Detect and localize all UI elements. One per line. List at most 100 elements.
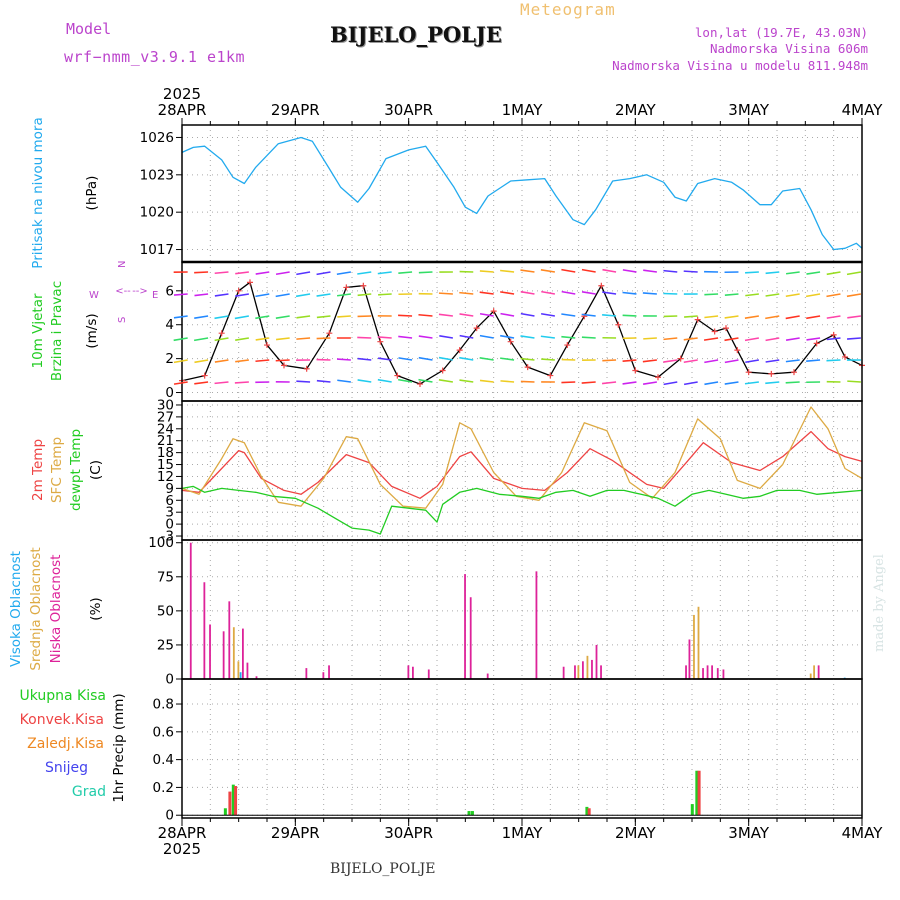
clouds-ytick-label: 25 bbox=[157, 637, 174, 653]
temperature-ytick-label: 27 bbox=[157, 409, 174, 425]
precip-legend-item: Ukupna Kisa bbox=[19, 688, 106, 704]
clouds-bar bbox=[255, 676, 258, 679]
wind-arrow bbox=[214, 315, 229, 320]
wind-speed-marker bbox=[615, 321, 622, 328]
wind-arrow bbox=[479, 334, 494, 339]
wind-speed-marker bbox=[303, 365, 310, 372]
wind-speed-marker bbox=[343, 284, 350, 291]
wind-arrow bbox=[541, 290, 556, 295]
wind-arrow bbox=[316, 337, 331, 340]
wind-arrow bbox=[847, 380, 861, 383]
temp-axis-name: 2m Temp bbox=[30, 439, 46, 501]
cloud-low-axis-name: Niska Oblacnost bbox=[48, 555, 64, 664]
wind-arrow bbox=[703, 337, 719, 341]
wind-arrow bbox=[520, 269, 535, 273]
bottom-x-label: 28APR bbox=[158, 824, 207, 842]
wind-arrow bbox=[540, 269, 555, 273]
clouds-bar bbox=[328, 665, 330, 679]
wind-arrow bbox=[459, 313, 474, 317]
wind-arrow bbox=[438, 356, 454, 361]
wind-arrow bbox=[785, 271, 800, 275]
wind-speed-marker bbox=[377, 338, 384, 345]
clouds-bar bbox=[427, 669, 430, 679]
precip-legend-item: Zaledj.Kisa bbox=[27, 736, 104, 752]
top-year-label: 2025 bbox=[163, 85, 201, 103]
precip-bar bbox=[690, 804, 694, 816]
compass-west-arrow: <-- bbox=[115, 286, 131, 297]
wind-arrow bbox=[214, 293, 229, 297]
wind-arrows bbox=[173, 268, 862, 386]
wind-arrow bbox=[500, 291, 515, 295]
temperature-ytick-label: 9 bbox=[165, 481, 174, 497]
compass-north-label: N bbox=[117, 261, 128, 268]
wind-arrow bbox=[336, 271, 351, 276]
wind-arrow bbox=[193, 337, 209, 342]
wind-arrow bbox=[173, 359, 188, 364]
temperature-panel bbox=[176, 400, 863, 541]
temperature-ytick-label: 3 bbox=[165, 505, 174, 521]
wind-arrow bbox=[173, 381, 188, 385]
wind-arrow bbox=[806, 315, 821, 320]
temp-axis-unit: (C) bbox=[88, 460, 104, 480]
wind-arrow bbox=[418, 378, 433, 383]
wind-speed-marker bbox=[524, 364, 531, 371]
wind-arrow bbox=[500, 269, 515, 273]
wind-arrow bbox=[500, 312, 515, 317]
clouds-bar bbox=[237, 661, 240, 679]
precip-ytick-label: 0.4 bbox=[153, 752, 174, 768]
wind-arrow bbox=[173, 315, 188, 319]
clouds-bar bbox=[582, 661, 584, 679]
temperature-ytick-label: 15 bbox=[157, 457, 174, 473]
wind-arrow bbox=[377, 357, 392, 361]
wind-speed-marker bbox=[394, 372, 401, 379]
clouds-bar bbox=[228, 601, 231, 679]
wind-arrow bbox=[745, 271, 759, 274]
wind-arrow bbox=[500, 334, 515, 339]
wind-arrow bbox=[397, 378, 413, 383]
precip-bar bbox=[697, 770, 701, 816]
wind-arrow bbox=[683, 381, 698, 386]
wind-arrow bbox=[826, 337, 841, 341]
wind-arrow bbox=[704, 381, 719, 386]
wind-speed-marker bbox=[723, 325, 729, 332]
clouds-bar bbox=[706, 665, 709, 679]
wind-arrow bbox=[704, 293, 719, 296]
top-x-label: 30APR bbox=[384, 101, 433, 119]
wind-arrow bbox=[194, 315, 209, 319]
wind-arrow bbox=[683, 337, 698, 341]
wind-arrow bbox=[234, 315, 250, 320]
wind-arrow bbox=[418, 335, 433, 339]
wind-arrow bbox=[378, 293, 392, 296]
pressure-axis-unit: (hPa) bbox=[84, 176, 100, 211]
wind-arrow bbox=[745, 359, 759, 364]
temperature-series-temp2m bbox=[181, 430, 863, 499]
meteogram-label: Meteogram bbox=[520, 0, 616, 19]
wind-arrow bbox=[561, 290, 576, 295]
pressure-ytick-label: 1017 bbox=[140, 242, 174, 258]
elevation-text: Nadmorska Visina 606m bbox=[709, 41, 868, 56]
wind-arrow bbox=[765, 381, 780, 385]
wind-speed-marker bbox=[655, 374, 661, 381]
wind-arrow bbox=[255, 359, 270, 363]
wind-arrow bbox=[826, 293, 841, 298]
precip-ytick-label: 0.2 bbox=[153, 780, 174, 796]
wind-arrow bbox=[826, 315, 841, 319]
wind-arrow bbox=[744, 315, 759, 319]
wind-speed-marker bbox=[598, 282, 605, 289]
clouds-bar bbox=[562, 666, 565, 679]
precip-bar bbox=[695, 770, 699, 816]
wind-arrow bbox=[194, 293, 209, 297]
wind-arrow bbox=[683, 359, 698, 364]
wind-arrow bbox=[684, 315, 698, 318]
wind-arrow bbox=[377, 378, 392, 383]
wind-arrow bbox=[540, 312, 555, 317]
wind-arrow bbox=[520, 312, 535, 317]
wind-arrow bbox=[214, 271, 229, 275]
lonlat-text: lon,lat (19.7E, 43.03N) bbox=[694, 25, 868, 40]
wind-arrow bbox=[173, 337, 188, 342]
wind-speed-marker bbox=[842, 353, 848, 360]
clouds-bar bbox=[716, 668, 719, 679]
wind-arrow bbox=[275, 271, 290, 276]
wind-speed-marker bbox=[326, 330, 333, 337]
wind-speed-marker bbox=[281, 362, 287, 369]
